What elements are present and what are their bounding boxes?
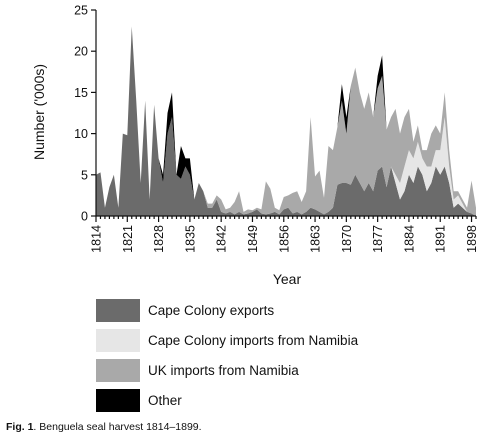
legend-item-uk-imports: UK imports from Namibia <box>96 356 476 386</box>
x-tick-label: 1870 <box>340 225 354 253</box>
legend-swatch <box>96 359 140 382</box>
y-axis-title: Number ('000s) <box>31 64 47 160</box>
legend-item-cape-colony-exports: Cape Colony exports <box>96 296 476 326</box>
y-tick-label: 0 <box>81 210 88 224</box>
legend-item-other: Other <box>96 386 476 416</box>
caption-text: . Benguela seal harvest 1814–1899. <box>33 421 202 433</box>
figure-caption: Fig. 1. Benguela seal harvest 1814–1899. <box>6 421 202 433</box>
legend-label: Other <box>148 393 182 408</box>
x-tick-label: 1828 <box>152 225 166 253</box>
legend-label: Cape Colony imports from Namibia <box>148 333 359 348</box>
legend: Cape Colony exports Cape Colony imports … <box>96 296 476 416</box>
legend-swatch <box>96 329 140 352</box>
x-tick-label: 1877 <box>371 225 385 253</box>
area-series-3 <box>96 26 476 212</box>
legend-label: UK imports from Namibia <box>148 363 299 378</box>
y-tick-label: 15 <box>74 86 88 100</box>
caption-label: Fig. 1 <box>6 421 34 433</box>
x-tick-label: 1842 <box>215 225 229 253</box>
legend-swatch <box>96 299 140 322</box>
x-axis-title: Year <box>273 271 302 287</box>
y-tick-label: 10 <box>74 127 88 141</box>
legend-item-cape-colony-imports: Cape Colony imports from Namibia <box>96 326 476 356</box>
x-tick-label: 1863 <box>309 225 323 253</box>
y-tick-label: 25 <box>74 4 88 18</box>
area-series-0 <box>96 26 476 217</box>
x-tick-label: 1835 <box>183 225 197 253</box>
x-tick-label: 1814 <box>90 225 104 253</box>
legend-swatch <box>96 389 140 412</box>
x-tick-label: 1898 <box>465 225 479 253</box>
x-tick-label: 1884 <box>402 225 416 253</box>
stacked-area-chart: 0 5 10 15 20 25 1814 1821 1828 1835 1842 1849 1856 18… <box>31 4 479 288</box>
x-tick-label: 1821 <box>121 225 135 253</box>
series-areas <box>96 26 476 217</box>
x-tick-label: 1849 <box>246 225 260 253</box>
x-tick-label: 1856 <box>277 225 291 253</box>
x-tick-label: 1891 <box>434 225 448 253</box>
y-tick-label: 5 <box>81 168 88 182</box>
y-tick-label: 20 <box>74 45 88 59</box>
legend-label: Cape Colony exports <box>148 303 275 318</box>
axes: 0 5 10 15 20 25 1814 1821 1828 1835 1842 1849 1856 18… <box>74 4 479 253</box>
